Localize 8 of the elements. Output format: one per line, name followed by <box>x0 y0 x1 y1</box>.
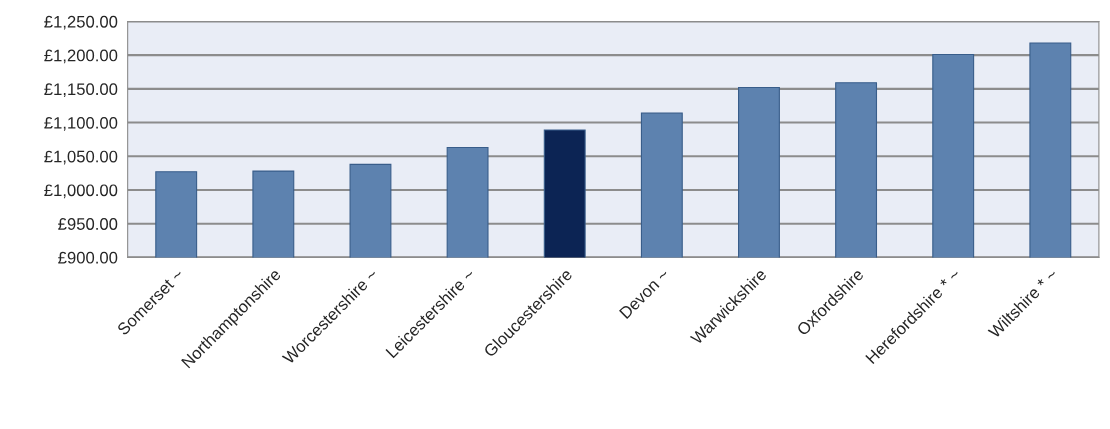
y-tick-label: £900.00 <box>58 251 118 264</box>
y-tick-label: £950.00 <box>58 218 118 230</box>
y-tick-label: £1,050.00 <box>44 150 118 165</box>
y-tick-label: £1,100.00 <box>44 116 118 131</box>
y-tick-label: £1,000.00 <box>44 184 118 199</box>
y-tick-label: £1,200.00 <box>44 49 118 64</box>
y-tick-label: £1,150.00 <box>44 83 118 98</box>
y-tick-label: £1,250.00 <box>44 15 118 30</box>
